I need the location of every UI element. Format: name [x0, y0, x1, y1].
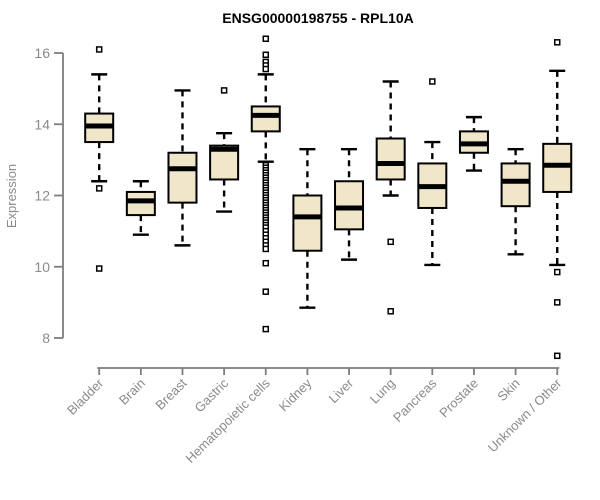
- x-tick-label-gastric: Gastric: [192, 375, 232, 415]
- x-tick-label-brain: Brain: [116, 376, 148, 408]
- x-tick-label-breast: Breast: [152, 375, 189, 412]
- outlier-point: [95, 265, 103, 272]
- outlier-point: [429, 78, 436, 85]
- boxplot-gastric: [209, 87, 240, 213]
- iqr-box: [375, 137, 406, 181]
- x-tick-label-kidney: Kidney: [276, 375, 315, 414]
- iqr-box: [125, 190, 156, 217]
- boxplot-bladder: [84, 46, 115, 272]
- boxplot-kidney: [292, 147, 323, 309]
- outlier-point: [262, 65, 270, 73]
- outlier-point: [95, 185, 103, 192]
- iqr-box: [334, 180, 365, 231]
- outlier-point: [220, 87, 228, 94]
- y-tick-label: 12: [34, 188, 50, 204]
- x-tick-label-bladder: Bladder: [64, 375, 107, 418]
- x-tick-label-prostate: Prostate: [436, 376, 481, 421]
- x-tick-label-pancreas: Pancreas: [390, 375, 440, 425]
- boxplot-unknown-other: [542, 39, 573, 360]
- boxplot-pancreas: [417, 78, 448, 267]
- y-axis-title: Expression: [4, 164, 19, 228]
- outlier-point: [262, 325, 270, 333]
- iqr-box: [250, 105, 281, 133]
- x-tick-label-lung: Lung: [367, 376, 398, 407]
- x-tick-label-skin: Skin: [494, 376, 522, 404]
- outlier-point: [95, 46, 103, 53]
- outlier-point: [262, 288, 270, 295]
- boxplot-prostate: [458, 115, 489, 172]
- iqr-box: [292, 194, 323, 252]
- boxplot-skin: [500, 147, 531, 256]
- x-tick-label-liver: Liver: [326, 375, 357, 406]
- y-tick-label: 14: [34, 116, 50, 132]
- outlier-point: [553, 299, 561, 306]
- iqr-box: [542, 142, 573, 193]
- y-tick-label: 8: [42, 330, 50, 346]
- outlier-point: [387, 308, 394, 315]
- boxplot-brain: [125, 180, 156, 236]
- chart-title: ENSG00000198755 - RPL10A: [222, 10, 413, 26]
- outlier-point: [387, 238, 394, 246]
- boxplot-breast: [167, 89, 198, 247]
- outlier-point: [262, 51, 270, 59]
- iqr-box: [167, 151, 198, 204]
- boxplot-hematopoietic-cells: [250, 35, 281, 333]
- x-tick-label-unknown-other: Unknown / Other: [485, 375, 565, 455]
- outlier-point: [262, 259, 270, 267]
- boxplot-liver: [334, 147, 365, 261]
- outlier-point: [262, 35, 270, 42]
- outlier-point: [553, 268, 561, 276]
- y-tick-label: 16: [34, 45, 50, 61]
- outlier-point: [553, 39, 561, 46]
- iqr-box: [500, 162, 531, 208]
- outlier-point: [553, 352, 561, 360]
- y-tick-label: 10: [34, 259, 50, 275]
- boxplot-lung: [375, 80, 406, 315]
- outlier-point: [262, 245, 270, 253]
